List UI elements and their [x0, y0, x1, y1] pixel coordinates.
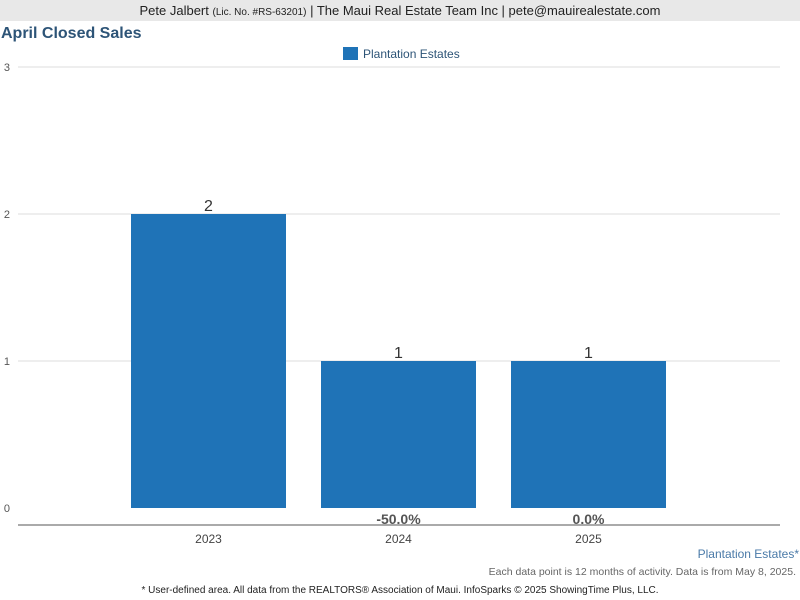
bar-value-label: 1	[584, 345, 593, 362]
bar	[511, 361, 666, 508]
data-point-note: Each data point is 12 months of activity…	[489, 566, 796, 578]
bar	[131, 214, 286, 508]
legend-label: Plantation Estates	[363, 47, 460, 61]
x-tick-label: 2024	[385, 532, 412, 546]
x-tick-label: 2023	[195, 532, 222, 546]
y-tick-label: 2	[4, 209, 10, 221]
bar-value-label: 1	[394, 345, 403, 362]
license-number: (Lic. No. #RS-63201)	[212, 7, 307, 18]
change-percent-label: -50.0%	[376, 511, 421, 527]
bar	[321, 361, 476, 508]
header-rest: | The Maui Real Estate Team Inc | pete@m…	[310, 3, 661, 18]
legend-swatch	[343, 47, 358, 60]
y-tick-label: 3	[4, 62, 10, 74]
y-tick-label: 1	[4, 356, 10, 368]
footer-disclaimer: * User-defined area. All data from the R…	[141, 585, 659, 596]
chart-title: April Closed Sales	[1, 25, 142, 42]
area-label: Plantation Estates*	[698, 547, 800, 561]
header-bar: Pete Jalbert (Lic. No. #RS-63201) | The …	[0, 0, 800, 21]
agent-name: Pete Jalbert	[139, 3, 209, 18]
change-percent-label: 0.0%	[573, 511, 605, 527]
bar-value-label: 2	[204, 198, 213, 215]
x-tick-label: 2025	[575, 532, 602, 546]
y-tick-label: 0	[4, 503, 10, 515]
bar-chart: 0 1 2 3 2 2023 1 -50.0% 2024 1 0.0% 2025 Plantation …	[4, 47, 800, 578]
